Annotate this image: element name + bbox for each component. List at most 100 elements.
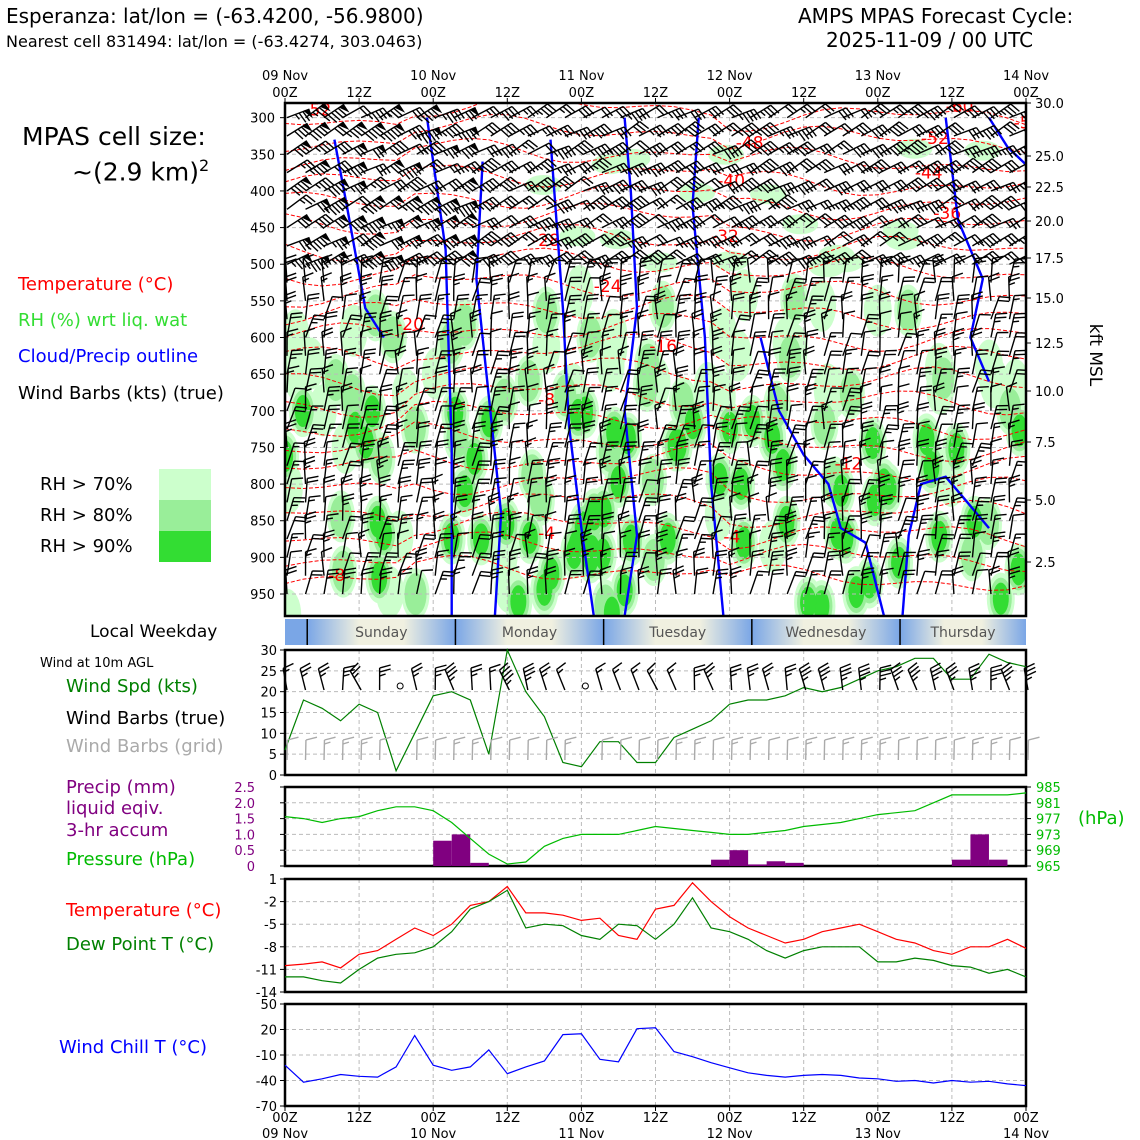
wind-barb-feather xyxy=(906,515,918,519)
wind-barb-feather xyxy=(560,166,569,177)
wind-barb-feather xyxy=(716,279,728,282)
wind-barb-feather xyxy=(675,496,687,502)
wind-barb-feather xyxy=(1013,316,1026,319)
wind-barb-feather xyxy=(858,663,870,669)
wind-barb-pennant xyxy=(301,177,313,186)
wind-barb-feather xyxy=(935,350,948,355)
wind-barb-feather xyxy=(607,240,614,246)
wind-barb-feather xyxy=(754,330,767,334)
wind-barb-feather xyxy=(453,428,460,433)
wind-barb-pennant xyxy=(396,219,406,229)
wind-barb-feather xyxy=(713,493,725,498)
precip-tick-label: 2.5 xyxy=(234,781,255,796)
wind-barb-feather xyxy=(992,461,999,465)
wind-barb-feather xyxy=(988,160,999,169)
wind-barb-feather xyxy=(382,260,395,264)
wind-barb-feather xyxy=(545,474,557,480)
wind-barb-feather xyxy=(881,512,893,516)
wind-barb xyxy=(601,515,604,540)
top-tick-label: 12Z xyxy=(643,86,669,101)
wind-barb-feather xyxy=(450,510,462,516)
wind-barb-feather xyxy=(320,272,332,278)
legend-rh70-swatch xyxy=(159,469,211,500)
wind-barb-feather xyxy=(879,741,887,745)
wind-barb-feather xyxy=(432,129,440,140)
wind-barb-feather xyxy=(481,164,492,174)
wind-barb-feather xyxy=(710,312,722,319)
wind-barb xyxy=(971,533,976,558)
wind-barb-feather xyxy=(821,491,833,498)
wind-barb-feather xyxy=(507,492,519,498)
wind-barb-feather xyxy=(420,206,430,216)
wind-barb-feather xyxy=(751,232,761,242)
wind-barb-feather xyxy=(495,477,507,480)
weekday-cell xyxy=(751,619,901,645)
y-tick-label: 450 xyxy=(250,222,275,237)
y-tick-label: 300 xyxy=(250,112,275,127)
wind-barb-feather xyxy=(568,407,580,411)
wind-barb-feather xyxy=(526,277,534,282)
wind-barb-feather xyxy=(774,203,781,209)
wind-barb-feather xyxy=(309,495,321,498)
wind-barb-feather xyxy=(844,214,854,224)
wind-barb-feather xyxy=(313,424,325,427)
wind-barb-feather xyxy=(536,552,548,556)
wind-barb-feather xyxy=(841,109,851,119)
wind-barb-feather xyxy=(845,162,854,173)
wind-barb-feather xyxy=(315,220,325,230)
wind-barb xyxy=(860,230,881,247)
wind-barb-feather xyxy=(640,457,652,461)
wind-barb-feather xyxy=(537,165,544,171)
wind-barb-feather xyxy=(654,400,666,406)
wind-barb-feather xyxy=(480,533,492,537)
wind-barb-feather xyxy=(698,440,711,443)
wind-barb-feather xyxy=(636,197,647,207)
wind-barb-feather xyxy=(859,455,871,461)
wind-barb-feather xyxy=(554,259,566,262)
wind-barb-feather xyxy=(630,662,641,671)
wind-barb-feather xyxy=(986,109,995,120)
wind-barb-feather xyxy=(769,351,782,355)
wind-barb-feather xyxy=(784,105,795,115)
wind-barb-feather xyxy=(381,278,394,282)
wind-barb-feather xyxy=(340,281,348,286)
wind-barb-feather xyxy=(574,146,584,156)
wind-barb-feather xyxy=(712,163,721,174)
wind-barb-feather xyxy=(418,461,431,465)
wind-barb-feather xyxy=(844,252,854,262)
wind-barb-feather xyxy=(653,165,662,176)
wind-barb-feather xyxy=(823,254,835,260)
wind-barb-feather xyxy=(364,348,377,352)
wind-barb-feather xyxy=(568,385,580,388)
wind-barb-feather xyxy=(374,125,385,135)
wind-barb xyxy=(323,441,328,466)
wind-barb xyxy=(360,216,383,229)
bottom-tick-label: 00Z xyxy=(569,1111,595,1126)
wind-barb-feather xyxy=(480,570,493,574)
wind-barb-feather xyxy=(529,310,541,315)
wind-barb-feather xyxy=(734,260,747,264)
wind-barb-feather xyxy=(715,425,728,429)
wind-barb-feather xyxy=(716,572,728,575)
wind-barb-feather xyxy=(691,473,703,480)
wind-barb-feather xyxy=(526,424,534,429)
wind-barb-feather xyxy=(350,552,362,555)
wind-barb-feather xyxy=(859,217,869,228)
wind-barb-feather xyxy=(560,221,569,232)
wind-barb xyxy=(619,478,626,503)
wind-barb-feather xyxy=(1008,478,1021,484)
wind-barb-feather xyxy=(1001,149,1007,156)
y-tick-label: -10 xyxy=(256,1049,277,1064)
wind-barb-feather xyxy=(849,391,861,394)
wind-barb-feather xyxy=(1049,198,1057,206)
wind-barb-feather xyxy=(511,106,521,116)
wind-barb-feather xyxy=(914,216,925,225)
wind-barb xyxy=(712,423,718,448)
wind-barb-feather xyxy=(423,537,435,540)
wind-barb-feather xyxy=(474,494,486,498)
wind-barb-feather xyxy=(842,741,850,745)
wind-barb-feather xyxy=(956,301,964,305)
cell-size-label: MPAS cell size: xyxy=(22,122,206,151)
temperature-contour xyxy=(285,510,1026,551)
wind-barb-feather xyxy=(917,401,930,406)
